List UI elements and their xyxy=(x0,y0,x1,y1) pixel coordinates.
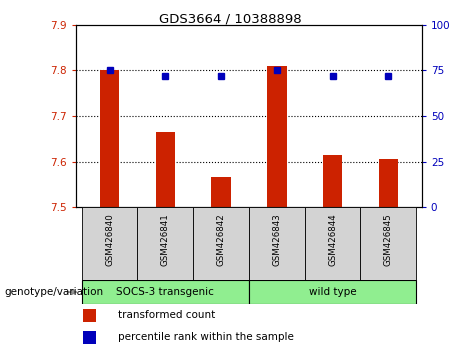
Bar xyxy=(249,280,416,304)
Text: percentile rank within the sample: percentile rank within the sample xyxy=(118,332,294,342)
Text: GSM426843: GSM426843 xyxy=(272,213,281,266)
Bar xyxy=(155,132,175,207)
Bar xyxy=(323,155,343,207)
Text: genotype/variation: genotype/variation xyxy=(5,287,104,297)
Text: GSM426842: GSM426842 xyxy=(217,213,225,266)
Bar xyxy=(82,207,137,280)
Bar xyxy=(100,70,119,207)
Bar xyxy=(82,280,249,304)
Text: GSM426844: GSM426844 xyxy=(328,213,337,266)
Bar xyxy=(267,66,287,207)
Bar xyxy=(249,207,305,280)
Bar xyxy=(137,207,193,280)
Bar xyxy=(305,207,361,280)
Bar xyxy=(378,159,398,207)
Text: GSM426841: GSM426841 xyxy=(161,213,170,266)
Text: GDS3664 / 10388898: GDS3664 / 10388898 xyxy=(159,12,302,25)
Text: GSM426845: GSM426845 xyxy=(384,213,393,266)
Bar xyxy=(361,207,416,280)
Bar xyxy=(83,309,95,322)
Text: wild type: wild type xyxy=(309,287,356,297)
Bar xyxy=(83,331,95,343)
Text: transformed count: transformed count xyxy=(118,310,215,320)
Bar xyxy=(193,207,249,280)
Bar xyxy=(211,177,231,207)
Text: GSM426840: GSM426840 xyxy=(105,213,114,266)
Text: SOCS-3 transgenic: SOCS-3 transgenic xyxy=(116,287,214,297)
